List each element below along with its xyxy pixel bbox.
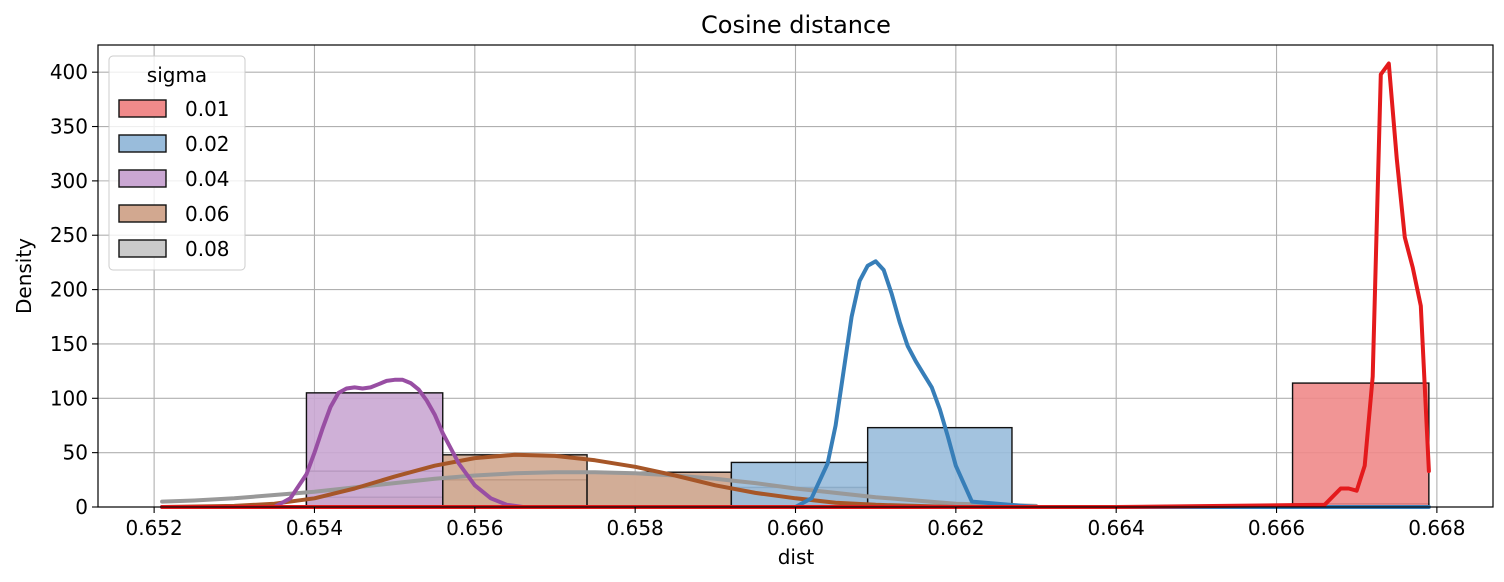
legend-swatch-sigma-0.06 [118,204,167,223]
kde-line-sigma-0.01 [160,61,1431,509]
legend-label-sigma-0.04: 0.04 [185,167,230,191]
x-tick-label: 0.660 [767,516,824,540]
kde-line-sigma-0.02 [160,259,1431,509]
y-tick-label: 0 [75,495,88,519]
y-tick-label: 200 [50,278,88,302]
kde-line-sigma-0.06 [160,452,1038,509]
legend-label-sigma-0.06: 0.06 [185,202,230,226]
legend-swatch-sigma-0.02 [118,134,167,153]
legend-title: sigma [147,63,207,87]
x-tick-label: 0.656 [446,516,503,540]
histogram-bar-sigma-0.06 [442,454,588,508]
y-axis-ticks: 0 50 100 150 200 250 300 350 400 [50,60,98,519]
x-axis-ticks: 0.652 0.654 0.656 0.658 0.660 0.662 0.664 0.666… [125,507,1466,540]
legend-label-sigma-0.02: 0.02 [185,132,230,156]
x-axis-label: dist [778,545,815,569]
y-tick-label: 50 [63,441,88,465]
x-tick-label: 0.662 [927,516,984,540]
legend-swatch-sigma-0.01 [118,99,167,118]
legend-swatch-sigma-0.04 [118,169,167,188]
y-tick-label: 350 [50,115,88,139]
histogram-bar-sigma-0.02 [866,426,1013,508]
histogram-bar-sigma-0.01 [1291,382,1430,508]
x-tick-label: 0.654 [286,516,343,540]
kde-line-sigma-0.04 [160,377,557,509]
y-tick-label: 150 [50,332,88,356]
kde-curves [160,61,1431,509]
legend-label-sigma-0.08: 0.08 [185,237,230,261]
x-tick-label: 0.666 [1248,516,1305,540]
chart-title: Cosine distance [701,11,891,39]
y-tick-label: 100 [50,386,88,410]
legend-items: 0.01 0.02 0.04 0.06 0.08 [118,97,230,261]
x-tick-label: 0.658 [607,516,664,540]
legend: sigma 0.01 0.02 0.04 0.06 0.08 [108,55,246,271]
y-tick-label: 400 [50,60,88,84]
kde-line-sigma-0.08 [160,470,1038,508]
x-tick-label: 0.668 [1408,516,1465,540]
x-tick-label: 0.664 [1088,516,1145,540]
y-tick-label: 250 [50,223,88,247]
x-tick-label: 0.652 [125,516,182,540]
legend-label-sigma-0.01: 0.01 [185,97,230,121]
legend-swatch-sigma-0.08 [118,239,167,258]
y-axis-label: Density [12,238,36,314]
y-tick-label: 300 [50,169,88,193]
